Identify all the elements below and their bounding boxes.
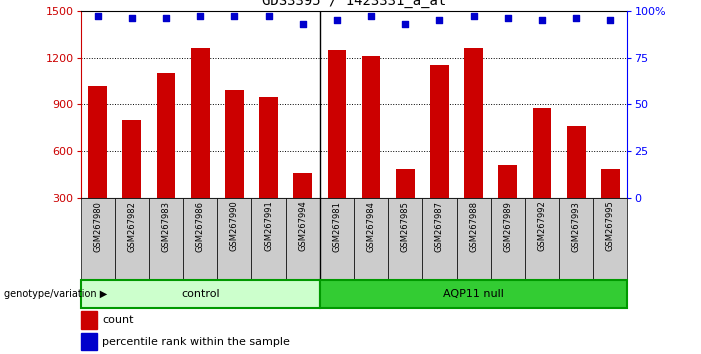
FancyBboxPatch shape xyxy=(149,198,183,280)
Bar xyxy=(464,48,483,198)
Bar xyxy=(533,108,552,198)
Text: GSM267993: GSM267993 xyxy=(571,201,580,252)
FancyBboxPatch shape xyxy=(183,198,217,280)
FancyBboxPatch shape xyxy=(422,198,456,280)
Text: count: count xyxy=(102,315,134,325)
Bar xyxy=(88,86,107,198)
Point xyxy=(571,15,582,21)
Text: GSM267988: GSM267988 xyxy=(469,201,478,252)
Text: GSM267983: GSM267983 xyxy=(161,201,170,252)
Bar xyxy=(191,48,210,198)
Text: GSM267985: GSM267985 xyxy=(401,201,410,252)
Text: GSM267992: GSM267992 xyxy=(538,201,547,251)
FancyBboxPatch shape xyxy=(217,198,252,280)
Bar xyxy=(601,169,620,198)
FancyBboxPatch shape xyxy=(388,198,422,280)
Text: GSM267981: GSM267981 xyxy=(332,201,341,252)
Text: genotype/variation ▶: genotype/variation ▶ xyxy=(4,289,107,299)
Point xyxy=(263,13,274,19)
Point xyxy=(332,17,343,23)
Text: GSM267995: GSM267995 xyxy=(606,201,615,251)
FancyBboxPatch shape xyxy=(81,280,320,308)
Bar xyxy=(566,126,585,198)
Bar xyxy=(81,333,97,350)
Point xyxy=(195,13,206,19)
Bar xyxy=(327,50,346,198)
Bar xyxy=(430,65,449,198)
Text: AQP11 null: AQP11 null xyxy=(443,289,504,299)
Text: GSM267982: GSM267982 xyxy=(128,201,137,252)
Point xyxy=(365,13,376,19)
Bar xyxy=(293,173,312,198)
FancyBboxPatch shape xyxy=(286,198,320,280)
Text: GSM267991: GSM267991 xyxy=(264,201,273,251)
Point xyxy=(126,15,137,21)
Point xyxy=(536,17,547,23)
Bar xyxy=(498,165,517,198)
FancyBboxPatch shape xyxy=(559,198,593,280)
Point xyxy=(502,15,513,21)
Text: GSM267990: GSM267990 xyxy=(230,201,239,251)
FancyBboxPatch shape xyxy=(354,198,388,280)
Text: GSM267987: GSM267987 xyxy=(435,201,444,252)
FancyBboxPatch shape xyxy=(456,198,491,280)
FancyBboxPatch shape xyxy=(320,198,354,280)
Text: GSM267989: GSM267989 xyxy=(503,201,512,252)
Text: GSM267986: GSM267986 xyxy=(196,201,205,252)
Bar xyxy=(81,311,97,329)
Point xyxy=(400,21,411,27)
FancyBboxPatch shape xyxy=(252,198,286,280)
Bar xyxy=(123,120,142,198)
Text: GSM267980: GSM267980 xyxy=(93,201,102,252)
FancyBboxPatch shape xyxy=(115,198,149,280)
Bar xyxy=(259,97,278,198)
Bar xyxy=(156,73,175,198)
Point xyxy=(434,17,445,23)
FancyBboxPatch shape xyxy=(491,198,525,280)
Point xyxy=(92,13,103,19)
Title: GDS3395 / 1423331_a_at: GDS3395 / 1423331_a_at xyxy=(262,0,446,8)
Text: GSM267984: GSM267984 xyxy=(367,201,376,252)
FancyBboxPatch shape xyxy=(81,198,115,280)
Point xyxy=(161,15,172,21)
Text: percentile rank within the sample: percentile rank within the sample xyxy=(102,337,290,347)
Bar xyxy=(396,169,415,198)
Point xyxy=(297,21,308,27)
Text: GSM267994: GSM267994 xyxy=(298,201,307,251)
Point xyxy=(468,13,479,19)
Point xyxy=(229,13,240,19)
FancyBboxPatch shape xyxy=(320,280,627,308)
Point xyxy=(605,17,616,23)
Bar xyxy=(225,90,244,198)
FancyBboxPatch shape xyxy=(525,198,559,280)
Bar xyxy=(362,56,381,198)
FancyBboxPatch shape xyxy=(593,198,627,280)
Text: control: control xyxy=(181,289,219,299)
